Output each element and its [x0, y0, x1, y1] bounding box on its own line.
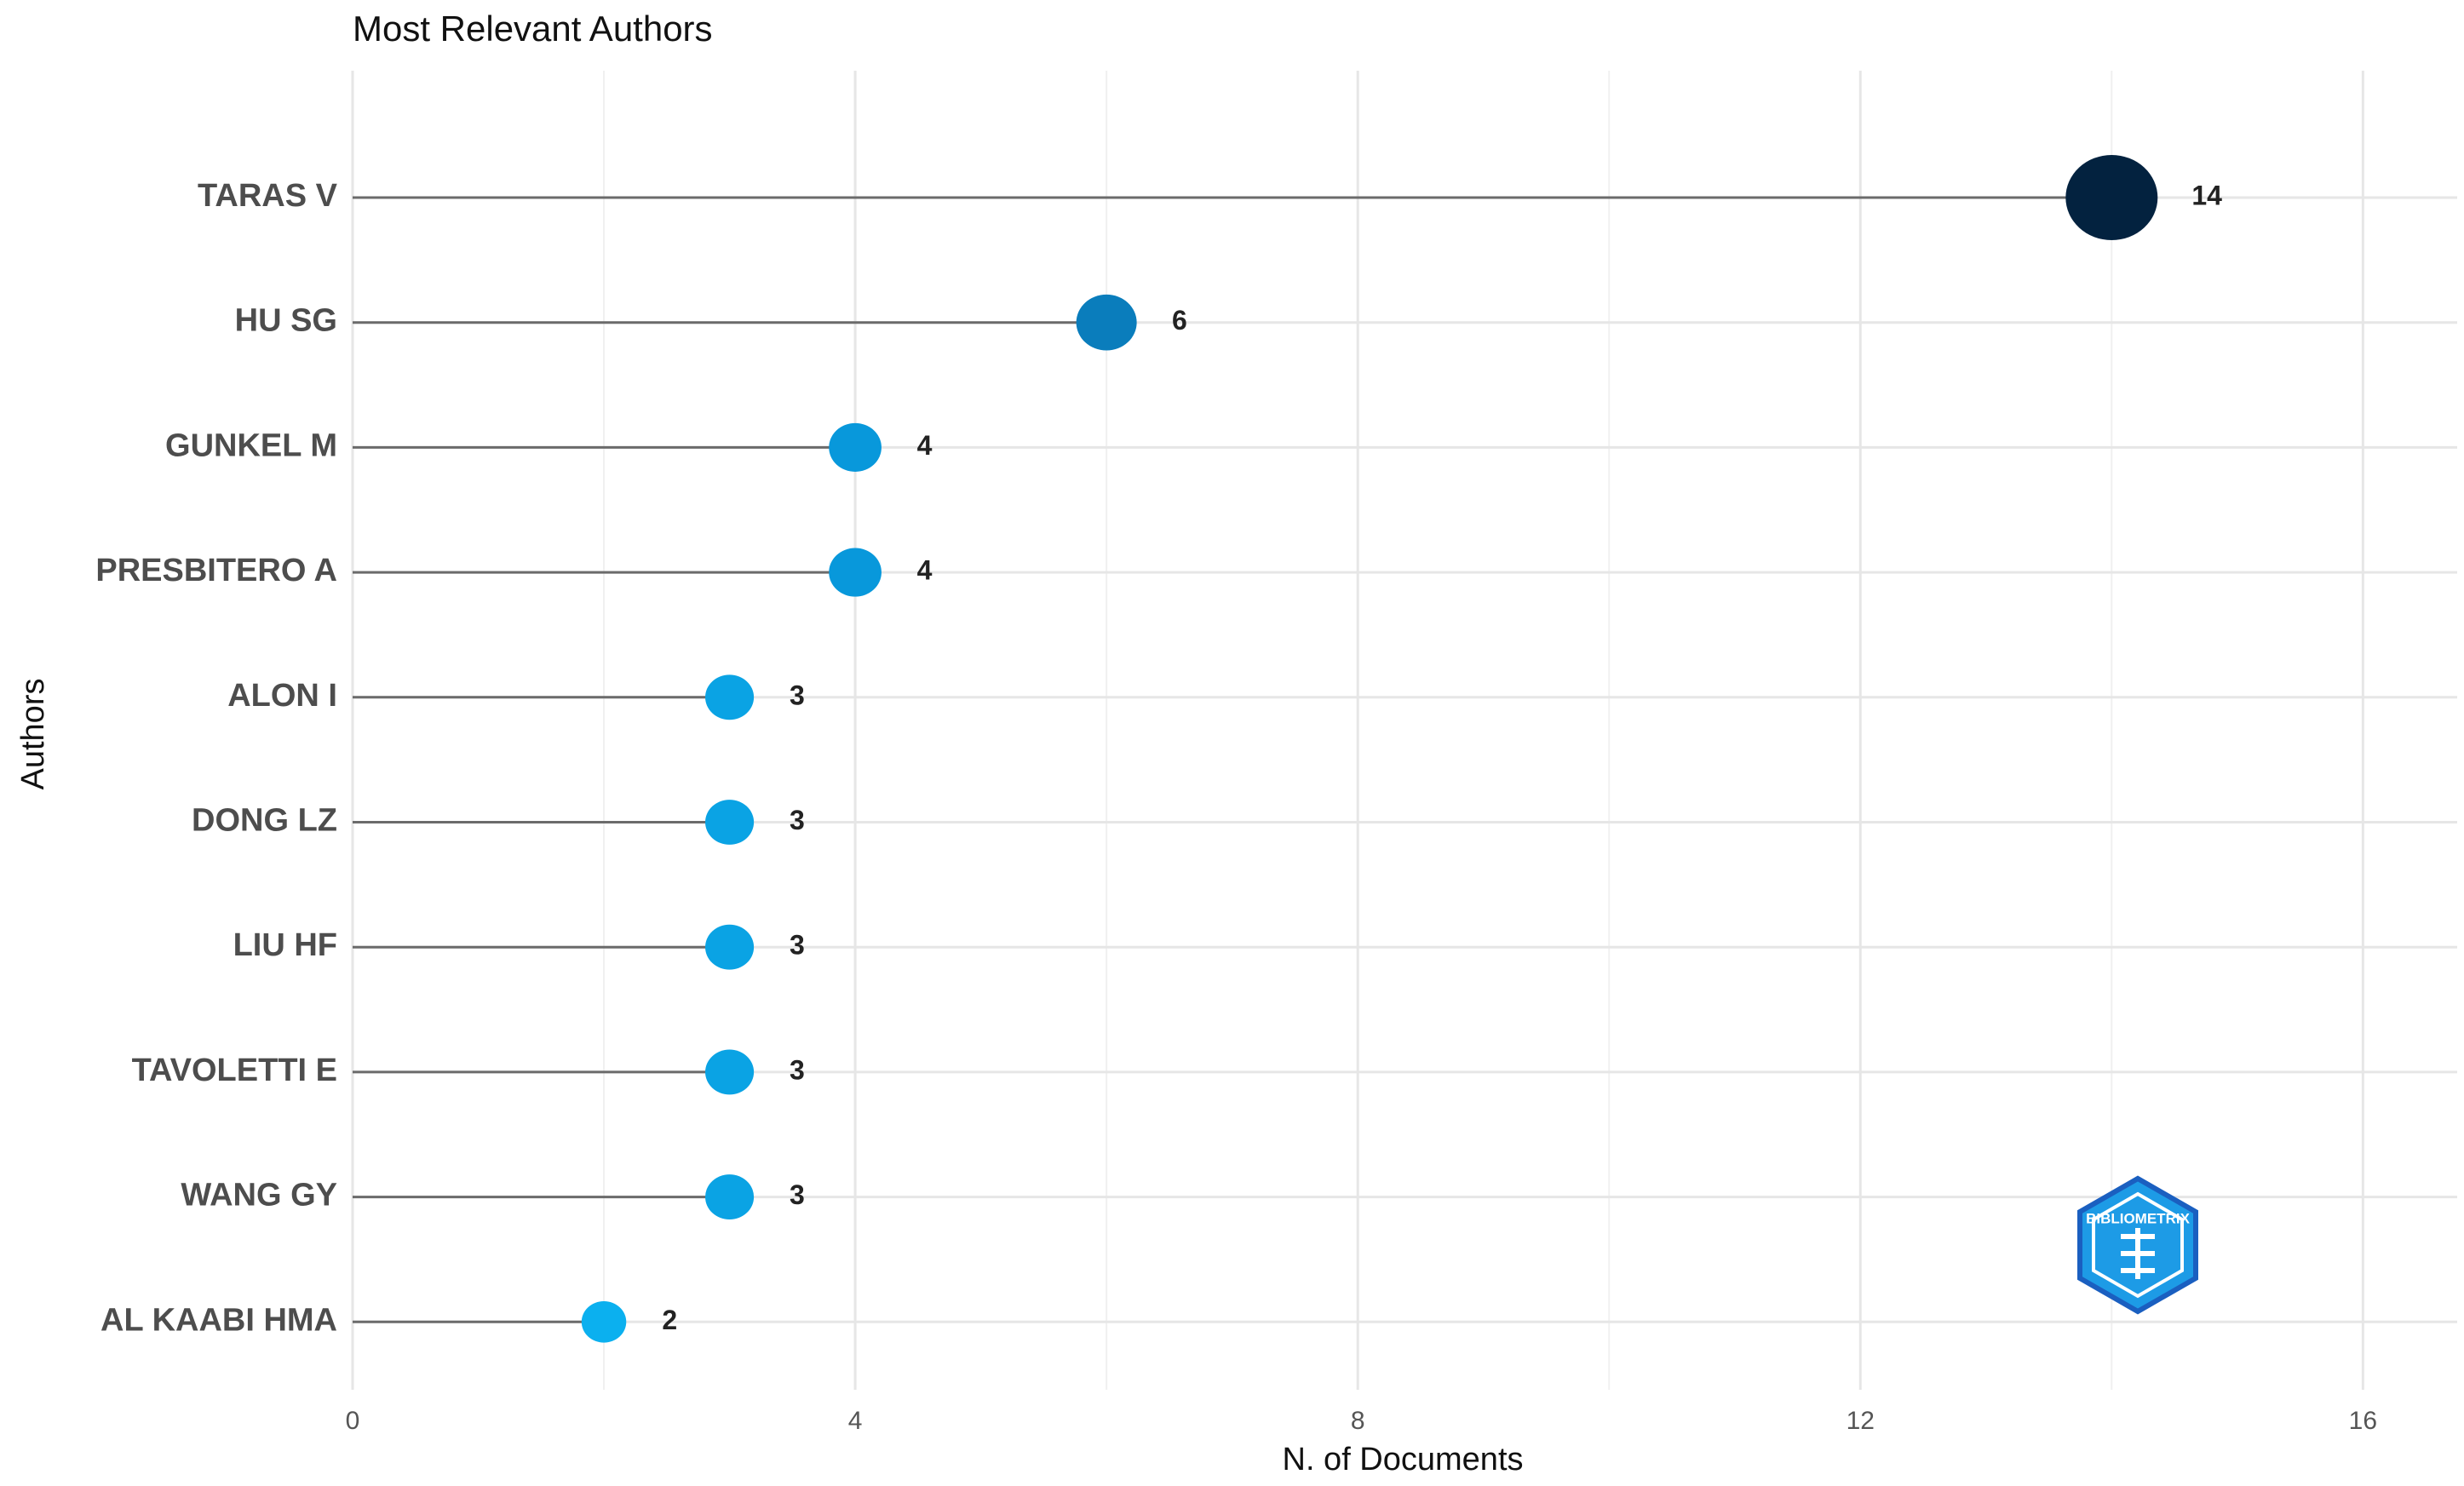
y-tick-label: HU SG [235, 303, 337, 339]
dot [705, 1049, 755, 1095]
x-tick-label: 16 [2349, 1407, 2377, 1435]
y-tick-label: PRESBITERO A [95, 553, 337, 588]
x-tick-label: 12 [1847, 1407, 1875, 1435]
value-label: 3 [790, 930, 805, 961]
y-axis-title: Authors [15, 679, 51, 790]
value-label: 6 [1172, 305, 1187, 336]
dot [705, 1174, 755, 1220]
y-tick-label: LIU HF [233, 927, 337, 963]
dot [829, 548, 882, 597]
dot [705, 924, 755, 970]
logo: BIBLIOMETRIX [2077, 1175, 2198, 1315]
y-tick-label: TARAS V [198, 178, 338, 214]
chart-title: Most Relevant Authors [353, 9, 713, 49]
value-label: 3 [790, 805, 805, 835]
dot [705, 800, 755, 845]
y-tick-label: TAVOLETTI E [132, 1053, 337, 1088]
logo-text: BIBLIOMETRIX [2086, 1210, 2190, 1226]
logo-inner [2092, 1191, 2184, 1299]
y-tick-label: WANG GY [181, 1178, 337, 1213]
logo-icon [2121, 1228, 2155, 1279]
value-label: 4 [917, 430, 933, 461]
dot [2065, 155, 2158, 240]
x-tick-label: 8 [1351, 1407, 1365, 1435]
value-label: 14 [2191, 180, 2222, 210]
dot [1076, 294, 1137, 351]
value-label: 3 [790, 680, 805, 710]
value-label: 2 [662, 1305, 677, 1335]
dot [581, 1301, 627, 1343]
value-label: 3 [790, 1179, 805, 1210]
y-tick-label: ALON I [227, 678, 337, 714]
x-tick-label: 4 [848, 1407, 863, 1435]
x-axis-title: N. of Documents [1283, 1442, 1524, 1477]
dot [829, 422, 882, 472]
value-label: 3 [790, 1054, 805, 1085]
y-tick-label: GUNKEL M [165, 427, 337, 463]
x-tick-label: 0 [346, 1407, 360, 1435]
marks: 14 6 4 4 3 3 3 3 3 2 [353, 155, 2222, 1343]
dot [705, 674, 755, 720]
y-tick-label: AL KAABI HMA [101, 1302, 337, 1338]
y-tick-label: DONG LZ [192, 803, 337, 839]
value-label: 4 [917, 555, 933, 586]
